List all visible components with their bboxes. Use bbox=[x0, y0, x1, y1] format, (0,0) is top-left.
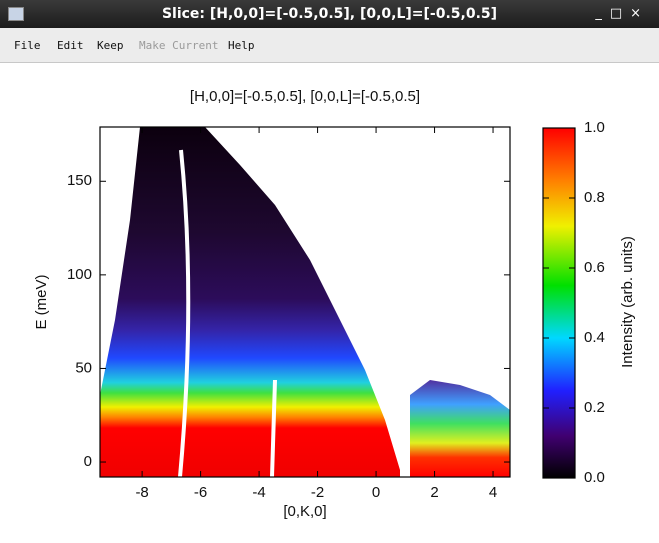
colorbar-tick-label: 0.0 bbox=[584, 469, 605, 486]
menu-item: Make Current bbox=[139, 39, 219, 52]
colorbar-tick-label: 0.8 bbox=[584, 189, 605, 206]
colorbar-tick-label: 1.0 bbox=[584, 119, 605, 136]
menu-item[interactable]: Help bbox=[228, 39, 255, 52]
spectrum-image bbox=[410, 380, 510, 477]
y-tick-label: 0 bbox=[84, 453, 92, 470]
x-tick-label: -4 bbox=[252, 484, 265, 501]
colorbar-label: Intensity (arb. units) bbox=[619, 236, 636, 368]
chart-title: [H,0,0]=[-0.5,0.5], [0,0,L]=[-0.5,0.5] bbox=[190, 88, 420, 105]
y-tick-label: 100 bbox=[67, 266, 92, 283]
colorbar-tick-label: 0.6 bbox=[584, 259, 605, 276]
menu-item[interactable]: Edit bbox=[57, 39, 84, 52]
y-tick-label: 150 bbox=[67, 172, 92, 189]
window-icon bbox=[8, 7, 24, 21]
menu-item[interactable]: File bbox=[14, 39, 41, 52]
x-tick-label: 0 bbox=[372, 484, 380, 501]
detector-gap bbox=[178, 149, 191, 478]
x-tick-label: -8 bbox=[135, 484, 148, 501]
menu-item[interactable]: Keep bbox=[97, 39, 124, 52]
plot-frame bbox=[99, 126, 511, 478]
y-tick-label: 50 bbox=[75, 359, 92, 376]
x-tick-label: -2 bbox=[311, 484, 324, 501]
x-axis-label: [0,K,0] bbox=[283, 503, 326, 520]
spectrum-image bbox=[100, 127, 400, 477]
colorbar bbox=[542, 127, 576, 479]
x-tick-label: 4 bbox=[489, 484, 497, 501]
window-controls[interactable]: _□× bbox=[595, 6, 649, 21]
chart: [H,0,0]=[-0.5,0.5], [0,0,L]=[-0.5,0.5] [… bbox=[33, 88, 636, 520]
x-tick-label: 2 bbox=[430, 484, 438, 501]
colorbar-tick-label: 0.2 bbox=[584, 399, 605, 416]
menu-bar: File Edit Keep Make Current Help bbox=[0, 28, 659, 63]
y-axis-label: E (meV) bbox=[33, 274, 50, 329]
detector-gap bbox=[270, 379, 277, 478]
x-tick-label: -6 bbox=[194, 484, 207, 501]
title-bar: Slice: [H,0,0]=[-0.5,0.5], [0,0,L]=[-0.5… bbox=[0, 0, 659, 28]
colorbar-tick-label: 0.4 bbox=[584, 329, 605, 346]
window-title: Slice: [H,0,0]=[-0.5,0.5], [0,0,L]=[-0.5… bbox=[161, 6, 498, 22]
